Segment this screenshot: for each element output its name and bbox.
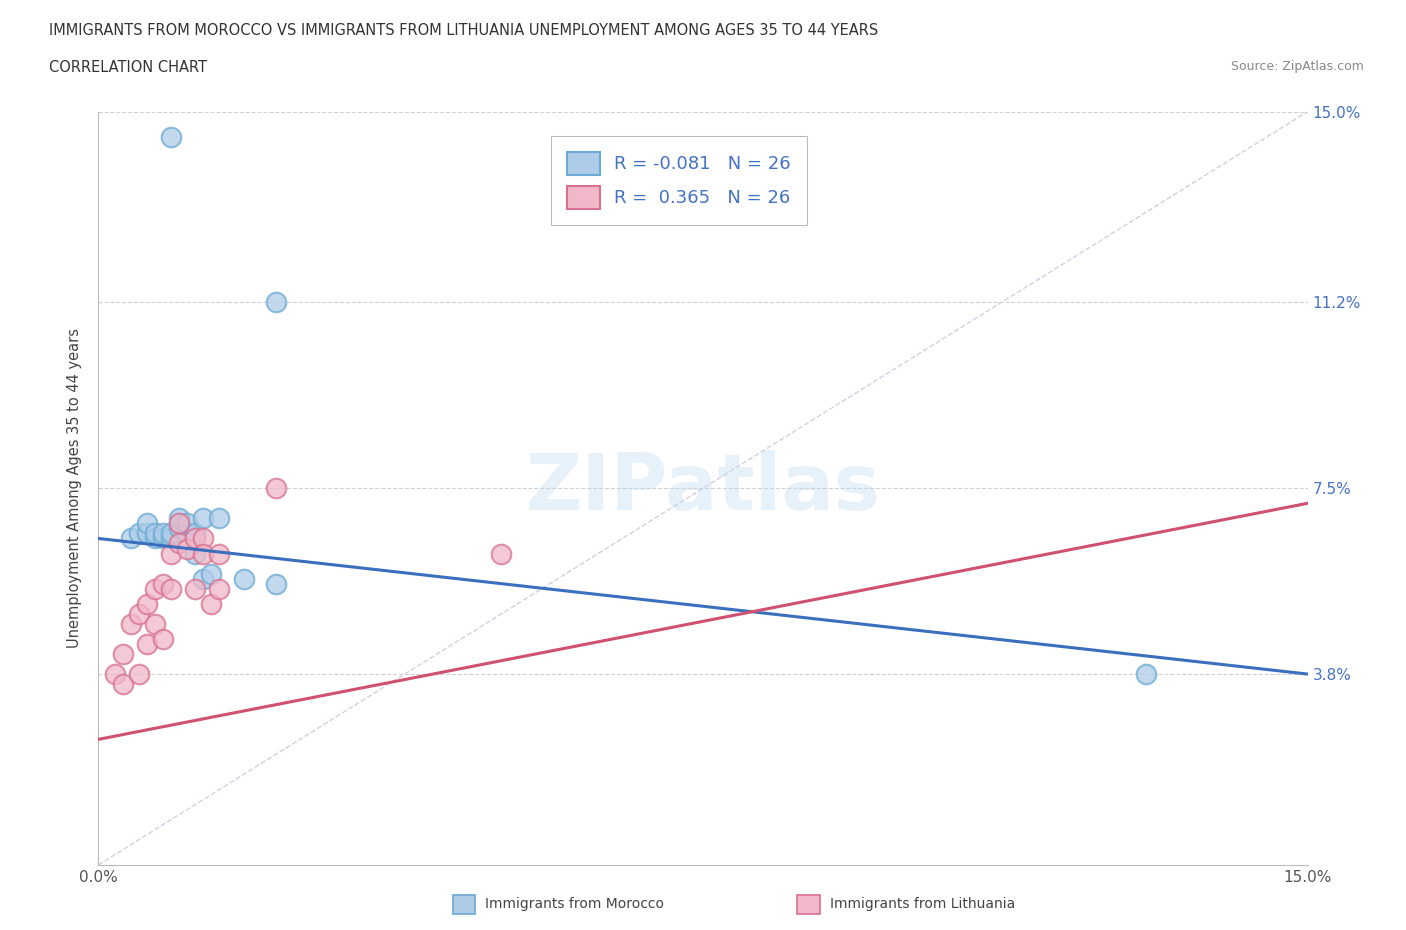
Point	[193, 511, 215, 525]
Point	[160, 546, 183, 561]
Point	[208, 546, 231, 561]
Point	[128, 667, 150, 682]
Point	[167, 536, 190, 551]
Point	[167, 511, 190, 525]
Point	[143, 617, 166, 631]
Point	[264, 295, 287, 310]
Point	[103, 667, 125, 682]
Point	[264, 577, 287, 591]
Point	[152, 577, 174, 591]
Point	[200, 566, 222, 581]
Bar	[797, 895, 820, 913]
Text: CORRELATION CHART: CORRELATION CHART	[49, 60, 207, 75]
Point	[160, 129, 183, 144]
Point	[111, 646, 134, 661]
Point	[184, 531, 207, 546]
Point	[160, 531, 183, 546]
Point	[184, 581, 207, 596]
Y-axis label: Unemployment Among Ages 35 to 44 years: Unemployment Among Ages 35 to 44 years	[67, 328, 83, 648]
Point	[264, 481, 287, 496]
Point	[152, 631, 174, 646]
Point	[167, 516, 190, 531]
Point	[152, 526, 174, 541]
Point	[167, 521, 190, 536]
Point	[208, 511, 231, 525]
Point	[491, 546, 513, 561]
Point	[193, 571, 215, 586]
Text: IMMIGRANTS FROM MOROCCO VS IMMIGRANTS FROM LITHUANIA UNEMPLOYMENT AMONG AGES 35 : IMMIGRANTS FROM MOROCCO VS IMMIGRANTS FR…	[49, 23, 879, 38]
Point	[184, 526, 207, 541]
Point	[143, 531, 166, 546]
Point	[232, 571, 254, 586]
Legend: R = -0.081   N = 26, R =  0.365   N = 26: R = -0.081 N = 26, R = 0.365 N = 26	[551, 136, 807, 225]
Point	[167, 516, 190, 531]
Point	[184, 546, 207, 561]
Point	[176, 516, 198, 531]
Point	[176, 541, 198, 556]
Text: ZIPatlas: ZIPatlas	[526, 450, 880, 526]
Point	[120, 531, 142, 546]
Point	[193, 531, 215, 546]
Point	[193, 546, 215, 561]
Text: Immigrants from Morocco: Immigrants from Morocco	[485, 897, 664, 911]
Text: Source: ZipAtlas.com: Source: ZipAtlas.com	[1230, 60, 1364, 73]
Point	[152, 531, 174, 546]
Point	[160, 526, 183, 541]
Point	[135, 636, 157, 651]
Point	[111, 677, 134, 692]
Point	[135, 516, 157, 531]
Point	[120, 617, 142, 631]
Point	[160, 581, 183, 596]
Point	[135, 596, 157, 611]
Point	[176, 526, 198, 541]
Point	[143, 526, 166, 541]
Point	[143, 581, 166, 596]
Point	[208, 581, 231, 596]
Point	[1135, 667, 1157, 682]
Text: Immigrants from Lithuania: Immigrants from Lithuania	[830, 897, 1015, 911]
Point	[135, 526, 157, 541]
Point	[128, 526, 150, 541]
Point	[128, 606, 150, 621]
Bar	[453, 895, 475, 913]
Point	[200, 596, 222, 611]
